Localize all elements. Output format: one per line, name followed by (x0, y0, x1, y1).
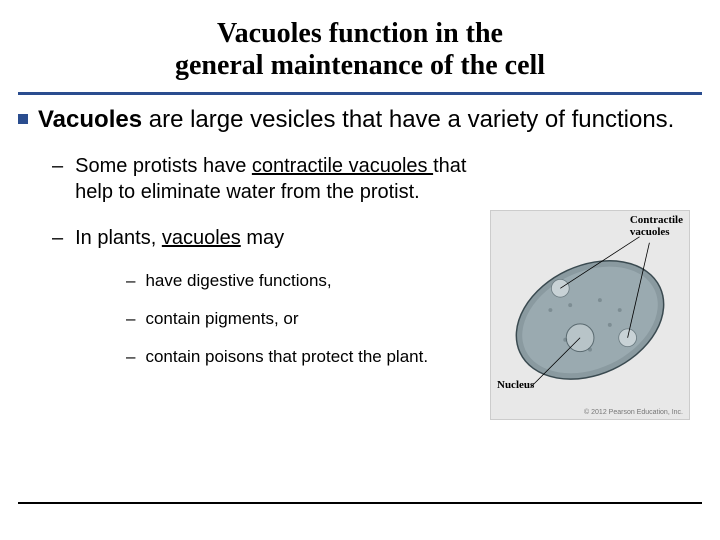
label-line: Contractile (630, 214, 683, 226)
sub-sub-text: contain poisons that protect the plant. (145, 347, 428, 367)
bold-term: Vacuoles (38, 106, 142, 133)
figure-label-nucleus: Nucleus (497, 379, 534, 391)
sub-bullet-text: Some protists have contractile vacuoles … (75, 153, 505, 205)
sub-bullet-text: In plants, vacuoles may (75, 225, 284, 251)
sub-sub-text: contain pigments, or (145, 309, 298, 329)
footer-divider (18, 502, 702, 504)
underline-term: contractile vacuoles (252, 155, 433, 177)
text-run: In plants, (75, 227, 162, 249)
figure-label-contractile: Contractile vacuoles (630, 215, 683, 238)
main-bullet: Vacuoles are large vesicles that have a … (18, 105, 702, 135)
main-bullet-rest: are large vesicles that have a variety o… (142, 106, 674, 133)
figure-copyright: © 2012 Pearson Education, Inc. (584, 409, 683, 416)
label-line: vacuoles (630, 226, 670, 238)
title-line-2: general maintenance of the cell (0, 50, 720, 82)
sub-bullet: – Some protists have contractile vacuole… (52, 153, 702, 205)
title-divider (18, 92, 702, 95)
text-run: Some protists have (75, 155, 252, 177)
dash-icon: – (52, 153, 63, 179)
underline-term: vacuoles (162, 227, 241, 249)
dash-icon: – (126, 271, 135, 291)
protist-figure: Contractile vacuoles Nucleus © 2012 Pear… (490, 210, 690, 420)
sub-sub-text: have digestive functions, (145, 271, 331, 291)
dash-icon: – (126, 347, 135, 367)
slide-title: Vacuoles function in the general mainten… (0, 0, 720, 90)
main-bullet-text: Vacuoles are large vesicles that have a … (38, 105, 674, 135)
text-run: may (241, 227, 284, 249)
title-line-1: Vacuoles function in the (0, 18, 720, 50)
dash-icon: – (52, 225, 63, 251)
dash-icon: – (126, 309, 135, 329)
square-bullet-icon (18, 114, 28, 124)
